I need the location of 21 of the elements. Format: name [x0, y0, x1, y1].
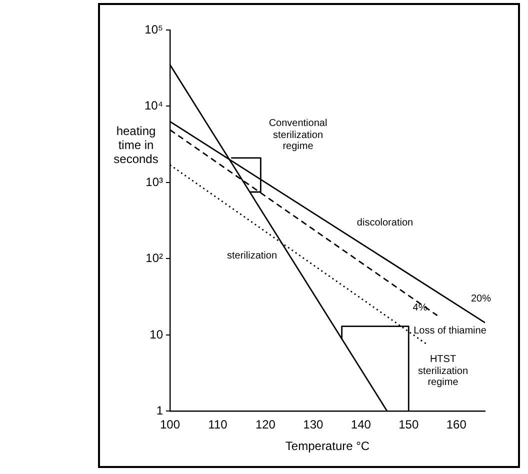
- annotation: Loss of thiamine: [412, 325, 488, 337]
- x-tick-label: 130: [303, 418, 324, 432]
- annotation: sterilization: [226, 250, 278, 262]
- annotation: 20%: [470, 293, 492, 305]
- y-tick-label: 10⁵: [144, 22, 164, 36]
- y-tick-label: 10³: [146, 174, 164, 189]
- x-tick-label: 150: [398, 418, 419, 432]
- y-tick-label: 10⁴: [144, 98, 163, 113]
- annotation: Conventional sterilization regime: [268, 118, 328, 152]
- x-axis-title: Temperature °C: [285, 439, 370, 454]
- x-tick-label: 140: [350, 418, 372, 432]
- annotation: HTST sterilization regime: [416, 354, 470, 388]
- y-tick-label: 10: [150, 327, 164, 342]
- y-tick-label: 10²: [146, 251, 164, 266]
- x-tick-label: 100: [160, 418, 180, 432]
- x-tick-label: 120: [255, 418, 276, 432]
- x-tick-label: 160: [446, 418, 467, 432]
- y-tick-label: 1: [156, 404, 164, 418]
- x-tick-label: 110: [208, 418, 228, 432]
- annotation: discoloration: [356, 217, 414, 229]
- y-axis-title: heating time in seconds: [112, 124, 160, 166]
